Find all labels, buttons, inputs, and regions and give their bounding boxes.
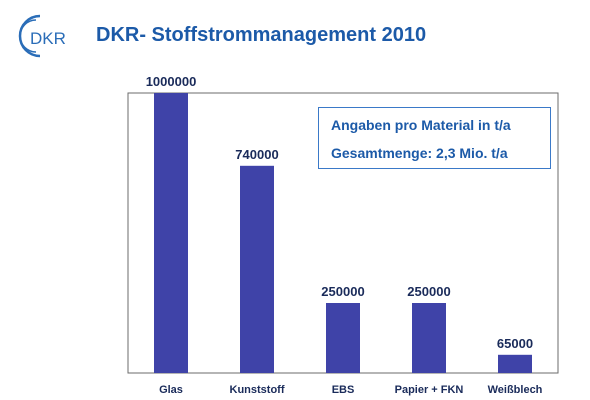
category-label: Papier + FKN bbox=[395, 384, 464, 396]
page-title: DKR- Stoffstrommanagement 2010 bbox=[96, 24, 427, 46]
bar-kunststoff bbox=[240, 165, 274, 373]
info-box: Angaben pro Material in t/a Gesamtmenge:… bbox=[318, 107, 551, 169]
bars-group bbox=[154, 93, 532, 373]
category-label: Weißblech bbox=[488, 384, 543, 396]
category-label: EBS bbox=[332, 384, 355, 396]
bar-weißblech bbox=[498, 354, 532, 373]
value-label: 1000000 bbox=[146, 74, 197, 89]
value-label: 65000 bbox=[497, 336, 533, 351]
value-labels-group: 1000000 740000 250000 250000 65000 bbox=[146, 74, 533, 351]
logo-text: DKR bbox=[30, 29, 66, 48]
header: DKR DKR- Stoffstrommanagement 2010 bbox=[0, 0, 590, 70]
value-label: 250000 bbox=[321, 284, 364, 299]
bar-glas bbox=[154, 93, 188, 373]
value-label: 740000 bbox=[235, 147, 278, 162]
dkr-logo-icon: DKR bbox=[18, 14, 66, 58]
info-total-amount: Gesamtmenge: 2,3 Mio. t/a bbox=[331, 145, 508, 161]
bar-papier-fkn bbox=[412, 303, 446, 373]
category-label: Glas bbox=[159, 384, 183, 396]
value-label: 250000 bbox=[407, 284, 450, 299]
category-labels-group: Glas Kunststoff EBS Papier + FKN Weißblech bbox=[159, 384, 543, 396]
dkr-logo: DKR bbox=[14, 12, 78, 65]
bar-ebs bbox=[326, 303, 360, 373]
info-amount-per-material: Angaben pro Material in t/a bbox=[331, 117, 511, 133]
category-label: Kunststoff bbox=[230, 384, 285, 396]
